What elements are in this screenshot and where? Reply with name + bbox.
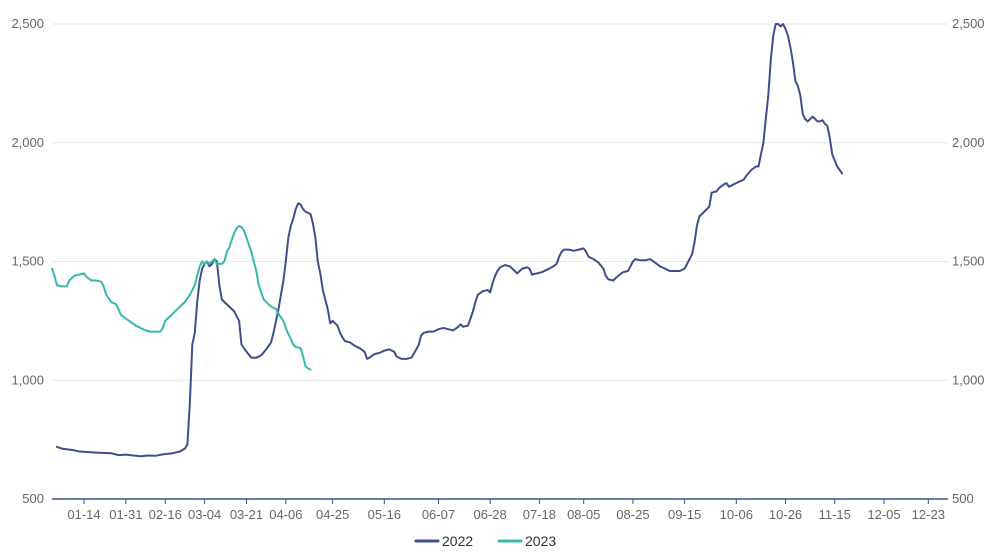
x-axis: 01-14 01-31 02-16 03-04 03-21 04-06 04-25 05-16…: [52, 498, 948, 522]
y-tick-label-right: 500: [952, 491, 974, 506]
x-tick-label: 10-26: [769, 507, 802, 522]
series-line-2023: [51, 224, 312, 371]
y-tick-label-right: 2,500: [952, 16, 985, 31]
y-tick-label-left: 500: [22, 491, 44, 506]
x-tick-label: 05-16: [368, 507, 401, 522]
x-tick-label: 03-21: [230, 507, 263, 522]
x-tick-label: 10-06: [720, 507, 753, 522]
x-tick-label: 11-15: [819, 507, 851, 522]
gridlines: [52, 23, 948, 381]
x-tick-label: 06-28: [474, 507, 507, 522]
legend-label-2022[interactable]: 2022: [442, 533, 473, 549]
legend: 2022 2023: [414, 533, 556, 549]
x-tick-label: 04-06: [269, 507, 302, 522]
series-lines: [51, 23, 844, 458]
y-tick-label-left: 2,500: [11, 16, 44, 31]
x-tick-label: 12-23: [912, 507, 945, 522]
x-tick-label: 12-05: [867, 507, 900, 522]
y-tick-label-left: 1,500: [11, 254, 44, 269]
x-tick-label: 01-31: [109, 507, 142, 522]
y-tick-label-left: 1,000: [11, 372, 44, 387]
x-tick-label: 07-18: [523, 507, 556, 522]
x-tick-label: 04-25: [316, 507, 349, 522]
y-tick-label-right: 1,500: [952, 254, 985, 269]
y-axis-right: 500 1,000 1,500 2,000 2,500: [952, 16, 985, 506]
y-axis-left: 500 1,000 1,500 2,000 2,500: [11, 16, 44, 506]
series-line-2022: [55, 23, 844, 458]
x-tick-label: 06-07: [422, 507, 455, 522]
x-tick-label: 08-05: [567, 507, 600, 522]
x-tick-label: 08-25: [616, 507, 649, 522]
x-tick-label: 01-14: [67, 507, 100, 522]
x-tick-label: 03-04: [188, 507, 221, 522]
x-tick-label: 09-15: [668, 507, 701, 522]
y-tick-label-left: 2,000: [11, 135, 44, 150]
y-tick-label-right: 1,000: [952, 372, 985, 387]
y-tick-label-right: 2,000: [952, 135, 985, 150]
x-tick-label: 02-16: [149, 507, 182, 522]
legend-label-2023[interactable]: 2023: [525, 533, 556, 549]
